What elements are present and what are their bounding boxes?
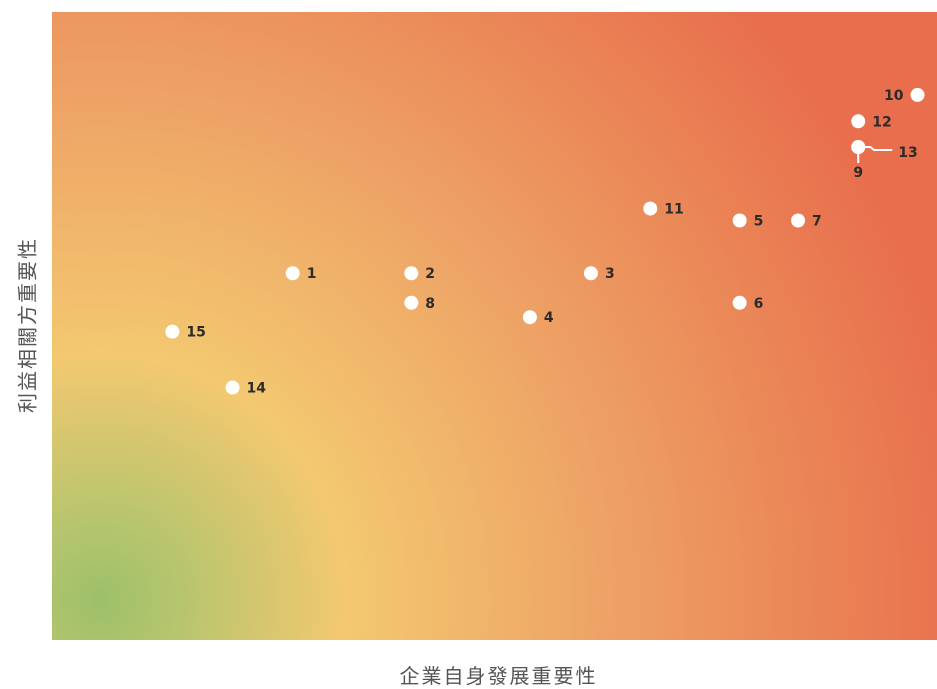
point-label-7: 7 bbox=[812, 213, 822, 229]
point-marker-10 bbox=[910, 87, 925, 102]
point-marker-5 bbox=[732, 213, 747, 228]
point-label-11: 11 bbox=[664, 202, 683, 218]
point-marker-6 bbox=[732, 295, 747, 310]
point-marker-7 bbox=[791, 213, 806, 228]
point-label-9: 9 bbox=[853, 165, 863, 181]
point-marker-1 bbox=[285, 266, 300, 281]
point-marker-14 bbox=[225, 380, 240, 395]
point-label-12: 12 bbox=[872, 114, 891, 130]
point-label-8: 8 bbox=[425, 296, 435, 312]
x-axis-title: 企業自身發展重要性 bbox=[399, 664, 598, 688]
point-label-13: 13 bbox=[898, 145, 917, 161]
plot-background bbox=[52, 12, 937, 640]
point-marker-13 bbox=[851, 140, 866, 155]
point-label-1: 1 bbox=[307, 266, 317, 282]
point-marker-3 bbox=[583, 266, 598, 281]
point-marker-11 bbox=[643, 201, 658, 216]
point-marker-15 bbox=[165, 324, 180, 339]
point-label-10: 10 bbox=[884, 88, 904, 104]
point-label-6: 6 bbox=[754, 296, 764, 312]
point-marker-8 bbox=[404, 295, 419, 310]
point-label-3: 3 bbox=[605, 266, 615, 282]
point-label-15: 15 bbox=[186, 325, 205, 341]
point-label-4: 4 bbox=[544, 310, 554, 326]
point-marker-2 bbox=[404, 266, 419, 281]
point-label-2: 2 bbox=[425, 266, 435, 282]
point-marker-4 bbox=[522, 310, 537, 325]
point-label-5: 5 bbox=[754, 213, 764, 229]
leader-line-13 bbox=[864, 146, 893, 152]
point-label-14: 14 bbox=[247, 381, 267, 397]
point-marker-12 bbox=[851, 114, 866, 129]
y-axis-title: 利益相關方重要性 bbox=[15, 237, 40, 413]
